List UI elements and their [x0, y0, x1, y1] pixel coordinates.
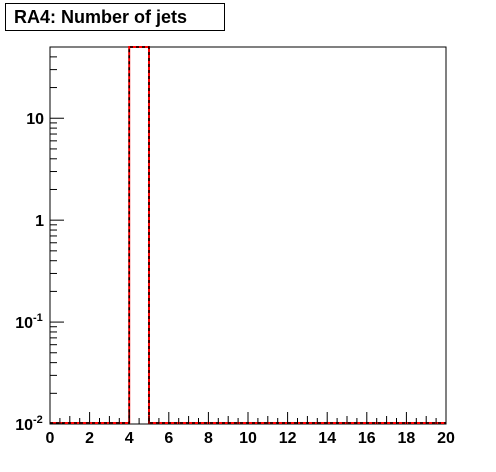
x-tick-label: 14 — [318, 430, 336, 447]
chart-title: RA4: Number of jets — [5, 3, 225, 31]
y-tick-exponent: -1 — [33, 312, 43, 324]
y-tick-label: 10 -2 — [15, 414, 43, 434]
plot-border — [49, 46, 447, 425]
y-tick-base: 10 — [26, 111, 44, 128]
y-tick-base: 10 — [15, 315, 33, 332]
x-tick-label: 16 — [358, 430, 376, 447]
plot-frame — [49, 46, 447, 425]
y-tick-label: 10 -1 — [15, 312, 43, 332]
histogram-bars — [50, 46, 446, 424]
x-tick-label: 6 — [164, 430, 173, 447]
x-tick-label: 18 — [398, 430, 416, 447]
x-tick-label: 8 — [204, 430, 213, 447]
x-axis-ticks: 0 2 4 6 8 10 12 14 16 18 20 — [46, 412, 455, 447]
histogram-outline-red — [50, 46, 446, 424]
x-tick-label: 20 — [437, 430, 455, 447]
y-tick-base: 1 — [35, 213, 44, 230]
y-tick-label: 10 — [26, 111, 44, 128]
histogram-outline-dashed — [50, 46, 446, 424]
x-tick-label: 10 — [239, 430, 257, 447]
histogram-bin — [129, 47, 149, 424]
y-tick-exponent: -2 — [33, 414, 43, 426]
x-tick-label: 4 — [125, 430, 134, 447]
x-tick-label: 12 — [279, 430, 297, 447]
x-tick-label: 2 — [85, 430, 94, 447]
y-tick-label: 1 — [35, 213, 44, 230]
x-tick-label: 0 — [46, 430, 55, 447]
y-tick-base: 10 — [15, 417, 33, 434]
